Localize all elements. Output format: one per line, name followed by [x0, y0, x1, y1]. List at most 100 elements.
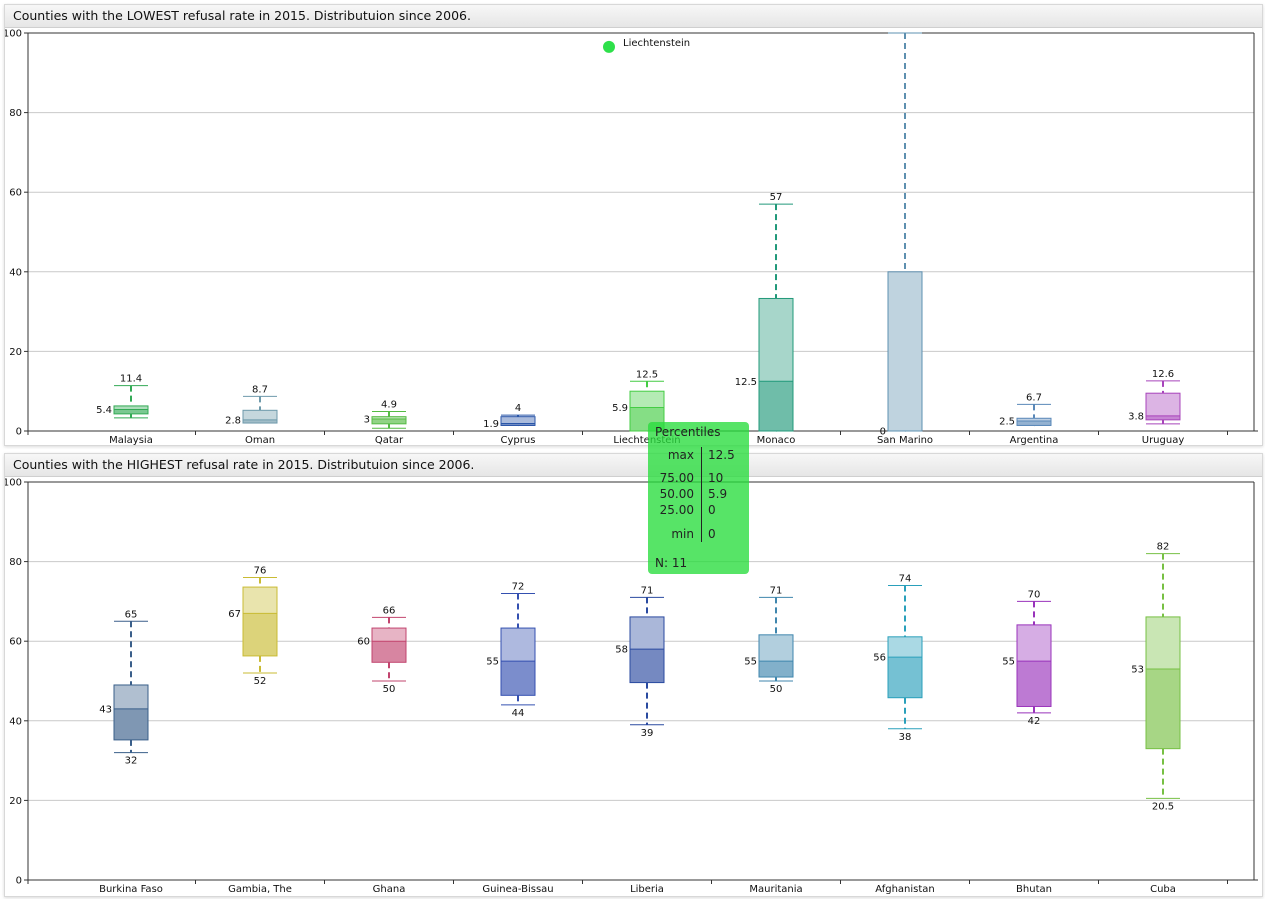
category-label: Argentina: [1010, 435, 1059, 445]
y-tick-label: 20: [9, 796, 22, 807]
box-outline: [1016, 417, 1052, 426]
box-lower: [501, 661, 535, 696]
min-label: 42: [1028, 716, 1041, 727]
category-label: Gambia, The: [228, 884, 292, 895]
box-outline: [500, 416, 536, 426]
category-label: Afghanistan: [875, 884, 935, 895]
category-label: Burkina Faso: [99, 884, 163, 895]
max-label: 57: [770, 192, 783, 203]
y-tick-label: 100: [5, 29, 22, 40]
chart-title: Counties with the LOWEST refusal rate in…: [5, 5, 1262, 28]
box-lower: [1017, 661, 1051, 707]
box-upper: [114, 405, 148, 410]
min-label: 50: [770, 684, 783, 695]
tooltip-key: 75.00: [659, 471, 694, 485]
box-outline: [629, 390, 665, 432]
tooltip-key: max: [667, 448, 694, 462]
min-label: 44: [512, 708, 525, 719]
box-upper: [243, 410, 277, 420]
tooltip-row-p50: 50.00 5.9: [648, 487, 749, 503]
y-tick-label: 100: [5, 478, 22, 489]
median-label: 2.5: [999, 417, 1015, 428]
box-upper: [243, 587, 277, 614]
min-label: 50: [383, 684, 396, 695]
y-tick-label: 60: [9, 637, 22, 648]
category-label: Oman: [245, 435, 275, 445]
min-label: 32: [125, 756, 138, 767]
tooltip-row-max: max 12.5: [648, 448, 749, 464]
outlier-point: [603, 40, 615, 53]
max-label: 74: [899, 573, 912, 584]
max-label: 65: [125, 609, 138, 620]
median-label: 58: [615, 645, 628, 656]
box-upper: [114, 684, 148, 709]
tooltip-value: 10: [708, 471, 724, 485]
category-label: Liechtenstein: [613, 435, 680, 445]
box-lower: [1017, 421, 1051, 426]
box-lower: [1146, 415, 1180, 420]
chart-panel-highest: Counties with the HIGHEST refusal rate i…: [4, 453, 1263, 897]
median-label: 2.8: [225, 415, 241, 426]
median-label: 60: [357, 637, 370, 648]
y-tick-label: 40: [9, 267, 22, 278]
box-upper: [501, 628, 535, 662]
category-label: Uruguay: [1142, 435, 1185, 445]
median-label: 56: [873, 653, 886, 664]
category-label: Liberia: [630, 884, 664, 895]
category-label: Malaysia: [109, 435, 153, 445]
median-label: 55: [744, 657, 757, 668]
box-outline: [1145, 616, 1181, 750]
box-lower: [630, 649, 664, 683]
max-label: 11.4: [120, 374, 142, 385]
box-lower: [888, 657, 922, 698]
boxplot-chart-highest: 0 20 40 60 80 100 Burkina Faso 65 43 32 Gambia, Th…: [5, 478, 1258, 895]
max-label: 12.5: [636, 369, 658, 380]
box-lower: [243, 613, 277, 656]
category-label: Monaco: [757, 435, 796, 445]
max-label: 71: [770, 585, 783, 596]
tooltip-separator: [701, 447, 702, 542]
category-label: Mauritania: [749, 884, 802, 895]
tooltip-key: min: [671, 527, 694, 541]
tooltip-row-p25: 25.00 0: [648, 503, 749, 519]
box-outline: [1145, 392, 1181, 421]
box-outline: [371, 416, 407, 425]
y-tick-label: 0: [16, 427, 22, 438]
category-label: San Marino: [877, 435, 933, 445]
box-upper: [1146, 616, 1180, 670]
category-label: Guinea-Bissau: [482, 884, 553, 895]
median-label: 3.8: [1128, 411, 1144, 422]
median-label: 67: [228, 609, 241, 620]
y-tick-label: 20: [9, 347, 22, 358]
y-tick-label: 80: [9, 108, 22, 119]
median-label: 5.9: [612, 403, 628, 414]
min-label: 52: [254, 676, 267, 687]
box-lower: [372, 419, 406, 424]
box-outline: [242, 586, 278, 657]
max-label: 4: [515, 403, 521, 414]
category-label: Ghana: [373, 884, 406, 895]
tooltip-value: 0: [708, 503, 716, 517]
box-upper: [372, 628, 406, 642]
box-outline: [242, 409, 278, 424]
chart-panel-lowest: Counties with the LOWEST refusal rate in…: [4, 4, 1263, 446]
median-label: 0: [880, 427, 886, 438]
tooltip-value: 5.9: [708, 487, 728, 501]
tooltip-row-p75: 75.00 10: [648, 471, 749, 487]
median-label: 5.4: [96, 405, 112, 416]
min-label: 39: [641, 728, 654, 739]
chart-title: Counties with the HIGHEST refusal rate i…: [5, 454, 1262, 477]
box-upper: [1017, 624, 1051, 662]
median-label: 1.9: [483, 419, 499, 430]
tooltip-value: 12.5: [708, 448, 735, 462]
box-lower: [759, 381, 793, 431]
median-label: 43: [99, 704, 112, 715]
box-lower: [243, 419, 277, 424]
outlier-label: Liechtenstein: [623, 38, 690, 49]
tooltip-title: Percentiles: [655, 425, 721, 439]
box-outline: [758, 634, 794, 678]
box-upper: [1017, 418, 1051, 422]
box-outline: [500, 627, 536, 696]
box-outline: [371, 627, 407, 663]
box-outline: [887, 636, 923, 699]
